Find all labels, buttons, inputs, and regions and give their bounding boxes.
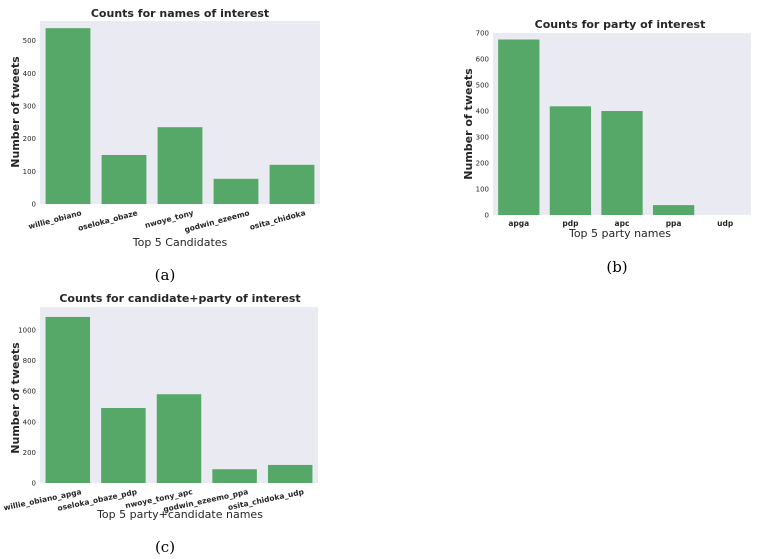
bar (549, 106, 592, 215)
y-tick-label: 400 (23, 418, 36, 426)
x-axis-label: Top 5 party+candidate names (96, 508, 263, 521)
x-tick-label: willie_obiano (27, 208, 82, 231)
caption-c: (c) (154, 538, 176, 556)
bar (267, 464, 313, 483)
chart-title: Counts for party of interest (535, 18, 706, 31)
y-tick-label: 200 (23, 449, 36, 457)
bar (101, 154, 147, 204)
bar (45, 28, 91, 204)
y-tick-label: 500 (23, 37, 36, 45)
x-tick-label: apga (508, 219, 529, 228)
bar (156, 394, 202, 483)
caption-a: (a) (154, 266, 176, 284)
x-axis-label: Top 5 party names (568, 227, 671, 240)
y-axis-label: Number of tweets (9, 342, 22, 454)
x-tick-label: ppa (666, 219, 682, 228)
y-axis-label: Number of tweets (9, 56, 22, 168)
bar (157, 127, 203, 204)
chart-a-svg: Counts for names of interest Number of t… (9, 7, 320, 249)
x-tick-label: oseloka_obaze (77, 208, 139, 233)
y-tick-label: 0 (485, 212, 489, 220)
y-tick-label: 700 (476, 30, 489, 38)
bar (212, 469, 257, 483)
y-axis-label: Number of tweets (462, 68, 475, 180)
y-tick-label: 0 (32, 201, 36, 209)
y-tick-label: 600 (476, 56, 489, 64)
chart-c-svg: Counts for candidate+party of interest N… (3, 292, 318, 521)
bar (498, 39, 540, 215)
bar (652, 205, 695, 215)
y-tick-label: 200 (476, 160, 489, 168)
chart-title: Counts for names of interest (91, 7, 269, 20)
chart-b-svg: Counts for party of interest Number of t… (462, 18, 751, 240)
x-axis-label: Top 5 Candidates (132, 236, 228, 249)
x-tick-label: pdp (562, 219, 579, 228)
bar (601, 111, 643, 215)
chart-panel-b: Counts for party of interest Number of t… (455, 0, 755, 290)
chart-title: Counts for candidate+party of interest (59, 292, 300, 305)
caption-b: (b) (606, 258, 628, 276)
x-tick-label: udp (717, 219, 734, 228)
y-tick-label: 100 (23, 168, 36, 176)
y-tick-label: 300 (476, 134, 489, 142)
x-tick-label: apc (615, 219, 630, 228)
y-tick-label: 300 (23, 102, 36, 110)
y-tick-label: 400 (476, 108, 489, 116)
y-tick-label: 400 (23, 70, 36, 78)
y-tick-label: 1000 (18, 326, 36, 334)
x-tick-label: godwin_ezeemo (183, 208, 250, 234)
chart-panel-a: Counts for names of interest Number of t… (0, 0, 330, 290)
y-tick-label: 0 (32, 480, 36, 488)
y-tick-label: 800 (23, 357, 36, 365)
bar (213, 178, 259, 204)
bar (101, 408, 146, 483)
x-tick-label: osita_chidoka (249, 208, 307, 232)
y-tick-label: 500 (476, 82, 489, 90)
bar (45, 316, 91, 483)
y-tick-label: 100 (476, 186, 489, 194)
bar (269, 164, 315, 204)
chart-panel-c: Counts for candidate+party of interest N… (0, 286, 330, 559)
y-tick-label: 600 (23, 388, 36, 396)
y-tick-label: 200 (23, 135, 36, 143)
